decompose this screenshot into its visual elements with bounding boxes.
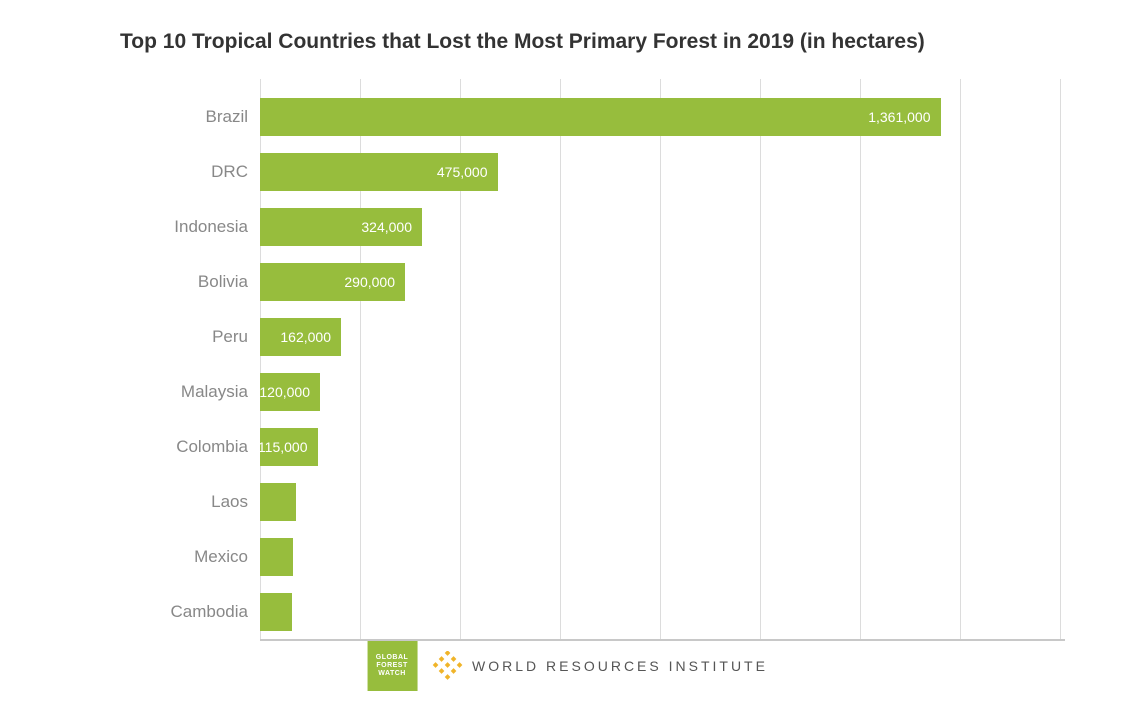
bar-label: Bolivia bbox=[198, 272, 260, 292]
bar bbox=[260, 593, 292, 631]
bar: 475,000 bbox=[260, 153, 498, 191]
bar: 324,000 bbox=[260, 208, 422, 246]
bars-group: Brazil1,361,000DRC475,000Indonesia324,00… bbox=[260, 79, 1035, 639]
bar-row: DRC475,000 bbox=[260, 144, 1035, 199]
bar-value: 290,000 bbox=[344, 274, 395, 290]
attribution: GLOBAL FOREST WATCH WORLD RESOURCES INST… bbox=[367, 641, 768, 691]
chart-area: Brazil1,361,000DRC475,000Indonesia324,00… bbox=[260, 79, 1035, 639]
wri-logo: WORLD RESOURCES INSTITUTE bbox=[432, 651, 768, 681]
bar-value: 475,000 bbox=[437, 164, 488, 180]
bar-row: Brazil1,361,000 bbox=[260, 89, 1035, 144]
gfw-logo-line1: GLOBAL bbox=[376, 654, 409, 662]
bar-value: 162,000 bbox=[280, 329, 331, 345]
bar-label: Laos bbox=[211, 492, 260, 512]
bar-label: Indonesia bbox=[174, 217, 260, 237]
bar: 120,000 bbox=[260, 373, 320, 411]
bar-row: Bolivia290,000 bbox=[260, 254, 1035, 309]
bar bbox=[260, 483, 296, 521]
bar bbox=[260, 538, 293, 576]
wri-text: WORLD RESOURCES INSTITUTE bbox=[472, 658, 768, 674]
bar-label: Peru bbox=[212, 327, 260, 347]
bar-row: Cambodia bbox=[260, 584, 1035, 639]
bar-row: Malaysia120,000 bbox=[260, 364, 1035, 419]
bar-label: Malaysia bbox=[181, 382, 260, 402]
bar-label: Brazil bbox=[205, 107, 260, 127]
bar: 290,000 bbox=[260, 263, 405, 301]
gridline bbox=[1060, 79, 1061, 639]
bar-label: Mexico bbox=[194, 547, 260, 567]
chart-title: Top 10 Tropical Countries that Lost the … bbox=[120, 30, 1085, 54]
gfw-logo-line2: FOREST bbox=[376, 662, 407, 670]
bar-label: DRC bbox=[211, 162, 260, 182]
bar-value: 120,000 bbox=[259, 384, 310, 400]
bar: 1,361,000 bbox=[260, 98, 941, 136]
gfw-logo: GLOBAL FOREST WATCH bbox=[367, 641, 417, 691]
gfw-logo-line3: WATCH bbox=[378, 670, 406, 678]
bar-value: 1,361,000 bbox=[868, 109, 930, 125]
bar-row: Colombia115,000 bbox=[260, 419, 1035, 474]
bar-row: Laos bbox=[260, 474, 1035, 529]
bar-value: 324,000 bbox=[361, 219, 412, 235]
bar-row: Mexico bbox=[260, 529, 1035, 584]
bar: 115,000 bbox=[260, 428, 318, 466]
bar-row: Indonesia324,000 bbox=[260, 199, 1035, 254]
bar-value: 115,000 bbox=[258, 439, 308, 455]
chart-container: Top 10 Tropical Countries that Lost the … bbox=[0, 0, 1135, 659]
wri-diamond-icon bbox=[432, 651, 462, 681]
bar: 162,000 bbox=[260, 318, 341, 356]
bar-label: Colombia bbox=[176, 437, 260, 457]
bar-row: Peru162,000 bbox=[260, 309, 1035, 364]
bar-label: Cambodia bbox=[171, 602, 261, 622]
